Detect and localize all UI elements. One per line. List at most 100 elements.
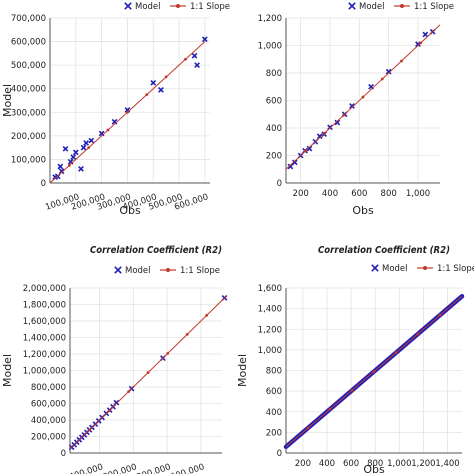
slope-marker — [306, 426, 310, 430]
x-tick-label: 1,400 — [435, 459, 459, 469]
x-tick-label: 200 — [295, 459, 311, 469]
y-tick-label: 0 — [277, 179, 282, 189]
chart-title: Correlation Coefficient (R2) — [318, 245, 450, 256]
slope-marker — [126, 110, 129, 114]
chart-panel-2: 0 200 400 600 800 1,000 1,200 200 400 600 800 1,000… — [258, 2, 454, 217]
x-tick-label: 1,600,000 — [162, 462, 206, 474]
model-point — [306, 145, 313, 152]
x-tick-label: 1,200,000 — [128, 462, 172, 474]
x-tick-label: 1,000 — [406, 189, 430, 199]
slope-marker — [350, 388, 354, 392]
y-tick-label: 0 — [61, 449, 66, 459]
slope-marker — [185, 333, 189, 336]
legend-slope-marker — [176, 4, 180, 8]
slope-marker — [184, 57, 187, 61]
model-point — [291, 159, 298, 166]
legend-slope-label: 1:1 Slope — [437, 264, 474, 274]
y-tick-label: 1,400 — [258, 305, 282, 315]
model-point — [158, 87, 164, 93]
model-point — [316, 133, 323, 140]
model-point — [334, 119, 341, 126]
x-tick-label: 200 — [293, 189, 309, 199]
slope-marker — [361, 95, 365, 99]
chart-panel-1: 0 100,000 200,000 300,000 400,000 500,000 600,… — [1, 2, 230, 217]
x-tick-label: 1,000 — [387, 459, 411, 469]
slope-marker — [205, 313, 209, 317]
x-tick-label: 1,200 — [411, 459, 435, 469]
slope-marker — [342, 113, 346, 117]
model-point — [111, 118, 118, 125]
y-tick-label: 1,000 — [258, 346, 282, 356]
y-tick-label: 1,400,000 — [23, 334, 66, 344]
model-point — [70, 154, 77, 160]
y-tick-label: 800 — [266, 69, 282, 79]
y-tick-label: 300,000 — [11, 108, 46, 118]
legend-slope: 1:1 Slope — [160, 266, 220, 276]
model-point — [150, 79, 157, 86]
chart-title: Correlation Coefficient (R2) — [90, 245, 222, 256]
y-axis-title: Model — [1, 354, 14, 387]
x-axis-title: Obs — [119, 204, 141, 217]
slope-marker — [438, 313, 442, 317]
legend-model: Model — [348, 2, 385, 12]
slope-marker — [87, 146, 91, 150]
y-tick-label: 1,600 — [258, 284, 282, 294]
model-point — [80, 144, 87, 151]
model-point — [191, 52, 198, 59]
y-tick-label: 0 — [41, 179, 46, 189]
slope-marker — [106, 128, 110, 132]
legend-model: Model — [124, 2, 161, 12]
legend-slope-marker — [400, 4, 404, 8]
y-axis-title: Model — [1, 84, 14, 117]
legend-model: Model — [114, 266, 151, 276]
slope-marker — [166, 352, 170, 355]
y-tick-label: 1,200 — [258, 14, 282, 24]
y-tick-label: 200 — [266, 152, 282, 162]
slope-marker — [416, 332, 420, 336]
legend-model-label: Model — [382, 264, 408, 274]
y-tick-label: 1,200 — [258, 325, 282, 335]
model-point — [62, 145, 69, 152]
legend-model: Model — [371, 264, 408, 274]
legend-model-label: Model — [359, 2, 385, 12]
x-tick-label: 600 — [351, 189, 367, 199]
y-tick-label: 600 — [266, 387, 282, 397]
y-tick-label: 400 — [266, 124, 282, 134]
slope-marker — [372, 370, 376, 373]
y-tick-label: 200,000 — [11, 132, 46, 142]
slope-marker — [380, 77, 384, 81]
slope-marker — [107, 409, 111, 413]
model-point — [72, 149, 79, 156]
model-point — [287, 163, 294, 170]
x-axis-title: Obs — [352, 204, 374, 217]
y-tick-label: 1,000 — [258, 42, 282, 52]
y-tick-label: 1,200,000 — [23, 350, 66, 360]
slope-marker — [88, 428, 91, 432]
y-tick-label: 800 — [266, 367, 282, 377]
slope-marker — [164, 75, 168, 79]
model-point — [201, 36, 208, 43]
y-tick-label: 500,000 — [11, 61, 46, 71]
model-point — [83, 140, 89, 146]
y-tick-label: 1,800,000 — [23, 301, 66, 311]
slope-marker — [145, 93, 149, 97]
slope-marker — [127, 390, 130, 394]
x-tick-label: 400,000 — [68, 462, 105, 474]
y-tick-label: 600,000 — [31, 400, 66, 410]
chart-panel-3: 0 200,000 400,000 600,000 800,000 1,000,000 1,… — [1, 245, 228, 474]
model-point — [113, 399, 120, 406]
model-point — [88, 137, 95, 144]
legend-model-label: Model — [125, 266, 151, 276]
y-tick-label: 100,000 — [11, 155, 46, 165]
y-tick-label: 0 — [277, 449, 282, 459]
slope-marker — [323, 131, 326, 135]
y-tick-label: 2,000,000 — [23, 284, 66, 294]
legend-slope-marker — [166, 268, 170, 272]
model-point — [194, 62, 200, 69]
legend-slope-label: 1:1 Slope — [190, 2, 230, 12]
x-tick-label: 400 — [319, 459, 335, 469]
y-tick-label: 1,600,000 — [23, 317, 66, 327]
y-tick-label: 600 — [266, 97, 282, 107]
legend-slope: 1:1 Slope — [417, 264, 474, 274]
